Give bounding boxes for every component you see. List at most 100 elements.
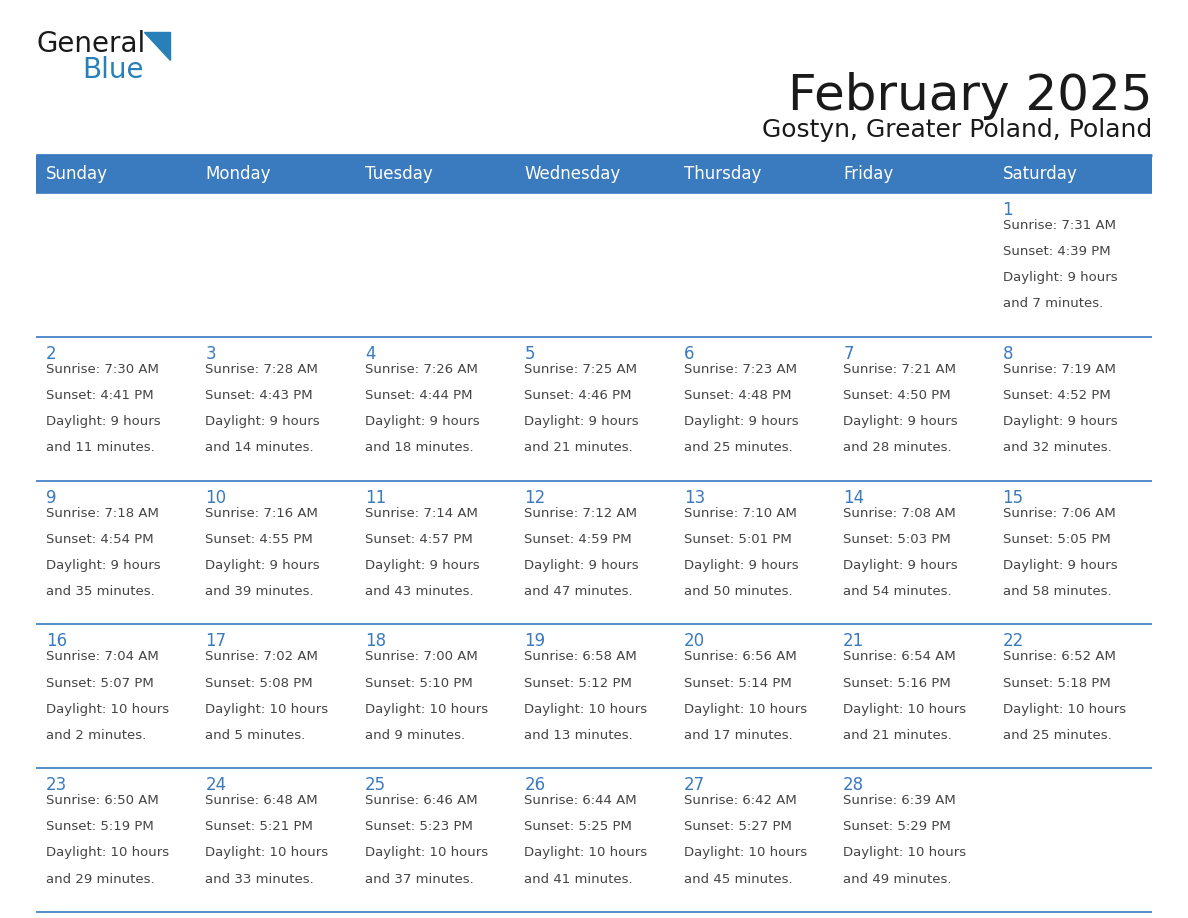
Text: 15: 15: [1003, 488, 1024, 507]
Text: and 47 minutes.: and 47 minutes.: [524, 585, 633, 598]
Bar: [196, 337, 355, 481]
Text: and 5 minutes.: and 5 minutes.: [206, 729, 305, 742]
Text: Sunset: 4:55 PM: Sunset: 4:55 PM: [206, 532, 314, 545]
Text: 23: 23: [46, 777, 68, 794]
Text: 9: 9: [46, 488, 57, 507]
Text: Sunset: 4:43 PM: Sunset: 4:43 PM: [206, 389, 314, 402]
Bar: [833, 193, 992, 337]
Bar: [355, 768, 514, 912]
Text: Sunrise: 7:26 AM: Sunrise: 7:26 AM: [365, 363, 478, 375]
Text: Daylight: 10 hours: Daylight: 10 hours: [206, 702, 329, 716]
Bar: [514, 193, 674, 337]
Text: Sunrise: 7:10 AM: Sunrise: 7:10 AM: [684, 507, 797, 520]
Text: and 54 minutes.: and 54 minutes.: [843, 585, 952, 598]
Text: Sunrise: 6:50 AM: Sunrise: 6:50 AM: [46, 794, 159, 807]
Text: 13: 13: [684, 488, 704, 507]
Text: Sunset: 5:19 PM: Sunset: 5:19 PM: [46, 821, 153, 834]
Bar: [196, 481, 355, 624]
Text: 1: 1: [1003, 201, 1013, 219]
Text: and 2 minutes.: and 2 minutes.: [46, 729, 146, 742]
Text: Daylight: 9 hours: Daylight: 9 hours: [684, 415, 798, 428]
Text: 8: 8: [1003, 345, 1013, 363]
Text: Sunrise: 6:52 AM: Sunrise: 6:52 AM: [1003, 650, 1116, 664]
Text: and 37 minutes.: and 37 minutes.: [365, 873, 474, 886]
Text: Sunset: 4:59 PM: Sunset: 4:59 PM: [524, 532, 632, 545]
Text: and 43 minutes.: and 43 minutes.: [365, 585, 474, 598]
Bar: [355, 155, 514, 193]
Text: and 17 minutes.: and 17 minutes.: [684, 729, 792, 742]
Text: Sunset: 5:18 PM: Sunset: 5:18 PM: [1003, 677, 1111, 689]
Text: 3: 3: [206, 345, 216, 363]
Text: Daylight: 9 hours: Daylight: 9 hours: [524, 559, 639, 572]
Text: Sunset: 5:21 PM: Sunset: 5:21 PM: [206, 821, 314, 834]
Text: Thursday: Thursday: [684, 165, 762, 183]
Text: Sunset: 4:48 PM: Sunset: 4:48 PM: [684, 389, 791, 402]
Text: Daylight: 9 hours: Daylight: 9 hours: [843, 559, 958, 572]
Text: and 25 minutes.: and 25 minutes.: [1003, 729, 1111, 742]
Text: Daylight: 9 hours: Daylight: 9 hours: [206, 559, 320, 572]
Text: Sunset: 4:57 PM: Sunset: 4:57 PM: [365, 532, 473, 545]
Text: Daylight: 10 hours: Daylight: 10 hours: [365, 702, 488, 716]
Text: Gostyn, Greater Poland, Poland: Gostyn, Greater Poland, Poland: [762, 118, 1152, 142]
Text: Monday: Monday: [206, 165, 271, 183]
Text: Sunset: 5:01 PM: Sunset: 5:01 PM: [684, 532, 791, 545]
Text: 17: 17: [206, 633, 227, 650]
Text: 21: 21: [843, 633, 865, 650]
Text: and 45 minutes.: and 45 minutes.: [684, 873, 792, 886]
Text: and 39 minutes.: and 39 minutes.: [206, 585, 314, 598]
Text: Sunset: 5:29 PM: Sunset: 5:29 PM: [843, 821, 950, 834]
Text: and 29 minutes.: and 29 minutes.: [46, 873, 154, 886]
Text: Daylight: 10 hours: Daylight: 10 hours: [524, 846, 647, 859]
Bar: [36, 624, 196, 768]
Bar: [355, 624, 514, 768]
Text: Sunset: 5:08 PM: Sunset: 5:08 PM: [206, 677, 314, 689]
Text: Sunrise: 6:58 AM: Sunrise: 6:58 AM: [524, 650, 637, 664]
Text: Daylight: 10 hours: Daylight: 10 hours: [46, 702, 169, 716]
Text: and 9 minutes.: and 9 minutes.: [365, 729, 465, 742]
Text: Sunset: 4:44 PM: Sunset: 4:44 PM: [365, 389, 473, 402]
Text: and 21 minutes.: and 21 minutes.: [524, 442, 633, 454]
Bar: [514, 768, 674, 912]
Text: and 28 minutes.: and 28 minutes.: [843, 442, 952, 454]
Text: Sunset: 4:50 PM: Sunset: 4:50 PM: [843, 389, 950, 402]
Text: 24: 24: [206, 777, 227, 794]
Bar: [833, 155, 992, 193]
Text: Sunrise: 7:25 AM: Sunrise: 7:25 AM: [524, 363, 637, 375]
Text: 18: 18: [365, 633, 386, 650]
Text: Sunset: 5:07 PM: Sunset: 5:07 PM: [46, 677, 153, 689]
Text: 22: 22: [1003, 633, 1024, 650]
Text: 16: 16: [46, 633, 68, 650]
Bar: [196, 624, 355, 768]
Bar: [355, 193, 514, 337]
Text: Sunrise: 7:30 AM: Sunrise: 7:30 AM: [46, 363, 159, 375]
Text: Sunset: 4:41 PM: Sunset: 4:41 PM: [46, 389, 153, 402]
Text: Sunrise: 7:19 AM: Sunrise: 7:19 AM: [1003, 363, 1116, 375]
Text: 10: 10: [206, 488, 227, 507]
Text: Daylight: 10 hours: Daylight: 10 hours: [365, 846, 488, 859]
Text: 12: 12: [524, 488, 545, 507]
Text: and 13 minutes.: and 13 minutes.: [524, 729, 633, 742]
Bar: [833, 337, 992, 481]
Text: Sunrise: 7:14 AM: Sunrise: 7:14 AM: [365, 507, 478, 520]
Text: Daylight: 10 hours: Daylight: 10 hours: [684, 702, 807, 716]
Text: Sunset: 4:52 PM: Sunset: 4:52 PM: [1003, 389, 1111, 402]
Text: and 21 minutes.: and 21 minutes.: [843, 729, 952, 742]
Text: Daylight: 10 hours: Daylight: 10 hours: [1003, 702, 1126, 716]
Bar: [36, 155, 196, 193]
Bar: [514, 624, 674, 768]
Text: 2: 2: [46, 345, 57, 363]
Text: Sunset: 4:39 PM: Sunset: 4:39 PM: [1003, 245, 1111, 258]
Text: Sunset: 5:16 PM: Sunset: 5:16 PM: [843, 677, 950, 689]
Text: Daylight: 9 hours: Daylight: 9 hours: [206, 415, 320, 428]
Bar: [833, 481, 992, 624]
Text: Daylight: 10 hours: Daylight: 10 hours: [46, 846, 169, 859]
Text: and 32 minutes.: and 32 minutes.: [1003, 442, 1111, 454]
Text: and 58 minutes.: and 58 minutes.: [1003, 585, 1111, 598]
Text: Friday: Friday: [843, 165, 893, 183]
Text: Daylight: 9 hours: Daylight: 9 hours: [843, 415, 958, 428]
Text: Daylight: 9 hours: Daylight: 9 hours: [46, 559, 160, 572]
Bar: [674, 624, 833, 768]
Text: Sunset: 5:27 PM: Sunset: 5:27 PM: [684, 821, 791, 834]
Text: Sunset: 5:23 PM: Sunset: 5:23 PM: [365, 821, 473, 834]
Text: Sunrise: 7:02 AM: Sunrise: 7:02 AM: [206, 650, 318, 664]
